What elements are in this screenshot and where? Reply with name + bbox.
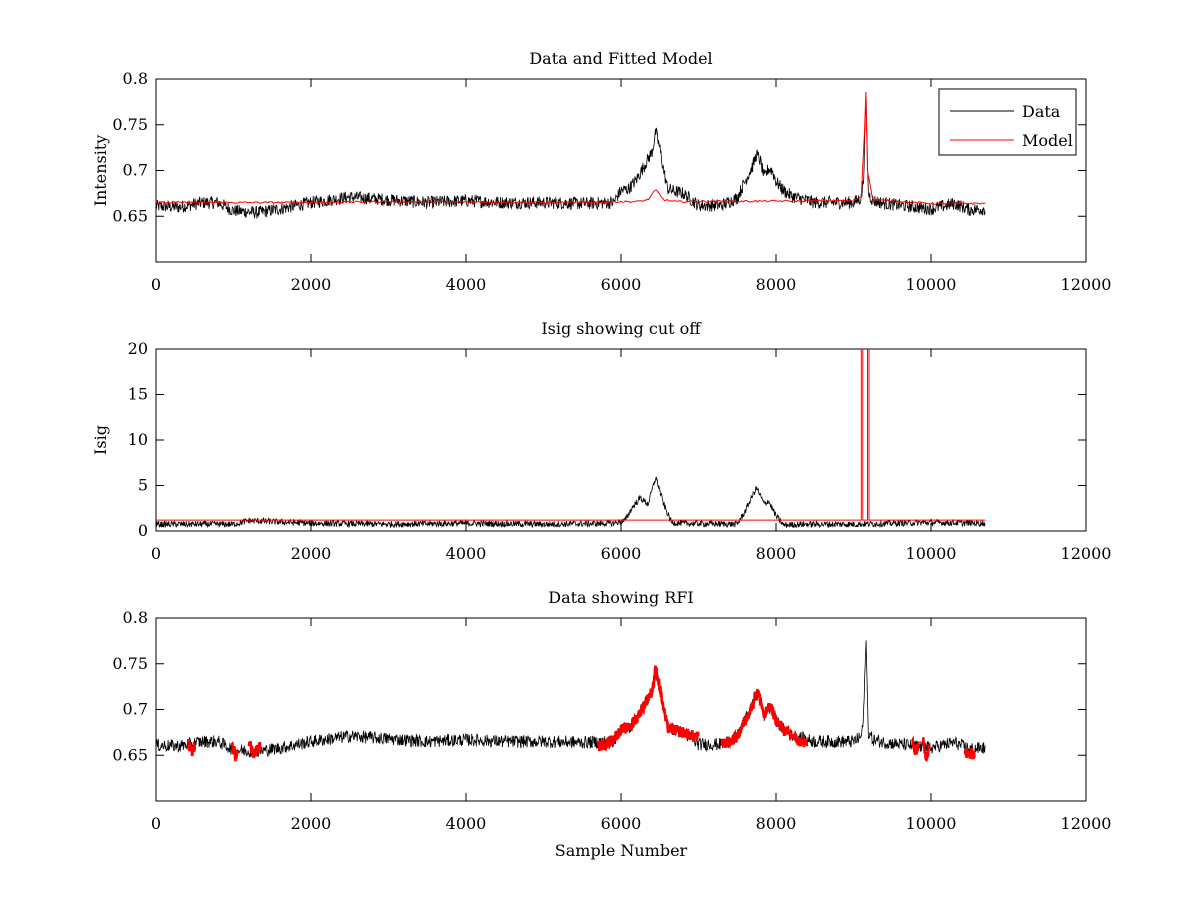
model-line [156,91,986,205]
x-tick-label: 10000 [906,275,957,294]
rfi-flag-segment [911,735,920,755]
x-tick-label: 10000 [906,544,957,563]
x-tick-label: 12000 [1061,275,1112,294]
x-axis-label: Sample Number [555,841,688,860]
axes-box [155,617,1087,802]
y-tick-label: 0 [138,521,148,540]
plot-area [156,91,986,219]
x-tick-label: 4000 [446,814,487,833]
y-tick-label: 15 [128,385,148,404]
signal-line [156,640,986,758]
y-tick-label: 0.65 [112,745,148,764]
y-tick-label: 0.7 [123,700,148,719]
rfi-flag-segment [247,740,262,759]
x-tick-label: 6000 [601,275,642,294]
subplot-1: Data and Fitted Model 0 2000 4000 6000 8000 10… [91,49,1111,294]
x-tick-label: 2000 [291,544,332,563]
rfi-flag-segment [231,741,240,762]
chart-title: Data and Fitted Model [529,49,712,68]
x-tick-label: 6000 [601,814,642,833]
y-tick-label: 0.8 [123,69,148,88]
rfi-flag-segment [596,665,700,752]
y-tick-label: 0.8 [123,608,148,627]
x-tick-label: 4000 [446,275,487,294]
rfi-flag-segment [963,747,976,760]
y-tick-label: 0.75 [112,654,148,673]
x-tick-label: 2000 [291,814,332,833]
x-tick-label: 8000 [756,814,797,833]
y-axis-label: Isig [91,425,110,455]
x-tick-label: 4000 [446,544,487,563]
plot-area [156,640,986,763]
x-tick-label: 6000 [601,544,642,563]
legend-label: Data [1022,102,1061,121]
y-tick-label: 10 [128,430,148,449]
chart-title: Data showing RFI [548,588,693,607]
chart-title: Isig showing cut off [541,319,702,338]
subplot-3: Data showing RFI 0 2000 4000 6000 8000 10000 12… [112,588,1111,860]
x-tick-label: 12000 [1061,814,1112,833]
cutoff-line [156,349,986,521]
x-tick-label: 0 [151,814,161,833]
x-tick-label: 8000 [756,544,797,563]
y-tick-label: 0.65 [112,206,148,225]
x-tick-label: 2000 [291,275,332,294]
rfi-flag-segment [187,739,197,757]
x-tick-label: 8000 [756,275,797,294]
legend-label: Model [1022,131,1073,150]
axes-box [155,348,1087,532]
data-line [156,97,986,219]
y-tick-label: 5 [138,476,148,495]
x-tick-label: 0 [151,544,161,563]
x-tick-label: 0 [151,275,161,294]
y-axis-label: Intensity [91,135,110,207]
y-tick-label: 20 [128,339,148,358]
x-tick-label: 12000 [1061,544,1112,563]
rfi-flag-segment [922,737,931,763]
legend: Data Model [938,88,1077,156]
y-tick-label: 0.75 [112,115,148,134]
x-tick-label: 10000 [906,814,957,833]
plot-area [156,349,986,529]
y-tick-label: 0.7 [123,161,148,180]
rfi-flag-segment [720,688,809,750]
